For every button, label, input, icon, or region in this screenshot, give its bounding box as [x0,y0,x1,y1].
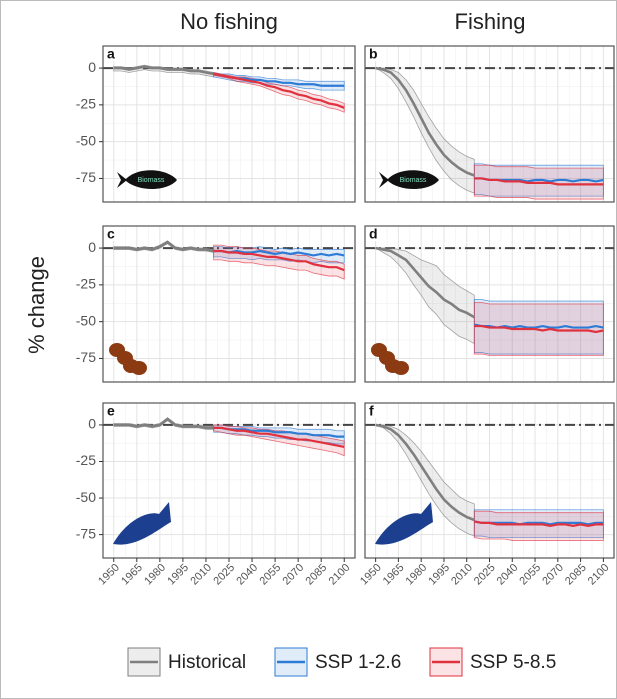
panel-label: c [107,226,115,242]
series-line [474,520,604,527]
series-line [213,72,345,109]
series-line [213,426,345,448]
panel: d [364,225,615,383]
panel-tag-bg [104,47,117,61]
panel-label: d [369,226,378,242]
panel-label: e [107,403,115,419]
panel-tag-bg [366,47,379,61]
y-tick-label: -75 [76,169,96,185]
y-tick-label: -75 [76,525,96,541]
series-line [213,249,345,257]
y-tick-label: -25 [76,276,96,292]
y-tick-label: 0 [88,59,96,75]
y-axis-label: % change [24,256,49,354]
fish-icon [117,170,177,189]
series-line [375,246,475,319]
panel-label: f [369,403,374,419]
roe-icon [393,361,409,375]
fish-icon [113,502,171,545]
icon-label: Biomass [138,177,165,184]
panel: Biomass a [102,45,356,203]
panel-border [364,225,615,383]
series-line [213,426,345,438]
series-line [113,417,214,430]
panel-label: a [107,46,115,62]
legend-label: SSP 1-2.6 [315,652,401,673]
column-title: No fishing [180,9,278,34]
y-tick-label: 0 [88,239,96,255]
roe-icon [131,361,147,375]
panel-tag-bg [366,404,379,418]
series-line [375,423,475,522]
panel-border [102,45,356,203]
y-tick-label: -25 [76,96,96,112]
series-line [375,66,475,177]
series-line [474,520,604,526]
panel: c [102,225,356,383]
icon-label: Biomass [400,177,427,184]
series-line [113,65,214,76]
y-tick-label: -75 [76,349,96,365]
panel: e [102,402,356,559]
panel-label: b [369,46,378,62]
y-tick-label: -25 [76,452,96,468]
panel: Biomass b [364,45,615,203]
series-line [213,249,345,272]
y-tick-label: -50 [76,132,96,148]
panel-tag-bg [104,227,117,241]
y-tick-label: -50 [76,489,96,505]
panel-tag-bg [104,404,117,418]
panel-border [364,45,615,203]
column-title: Fishing [455,9,526,34]
panel-border [102,225,356,383]
uncertainty-band [213,246,345,264]
y-tick-label: -50 [76,312,96,328]
panel: f [364,402,615,559]
uncertainty-band [473,510,604,541]
uncertainty-band [213,424,345,457]
fish-icon [379,170,439,189]
panel-tag-bg [366,227,379,241]
y-tick-label: 0 [88,416,96,432]
series-line [113,240,214,253]
legend-label: Historical [168,652,246,673]
series-line [474,177,604,186]
legend-label: SSP 5-8.5 [470,652,556,673]
series-line [474,324,604,334]
fish-icon [375,502,433,545]
